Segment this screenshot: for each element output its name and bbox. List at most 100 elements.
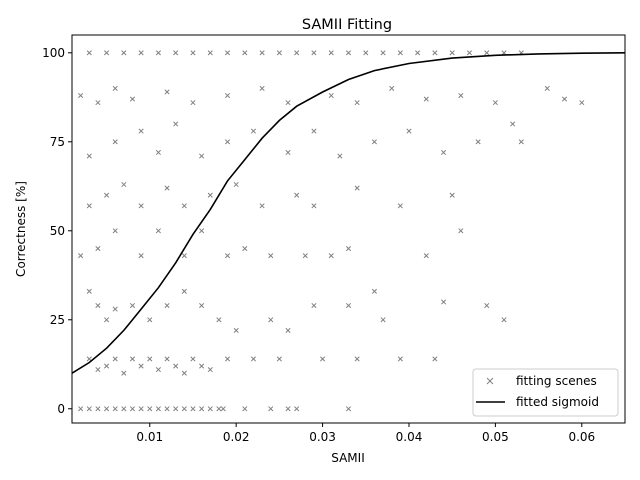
x-tick-label: 0.04: [396, 430, 423, 444]
scatter-point: [86, 288, 92, 294]
legend-frame: [472, 368, 619, 417]
scatter-point: [363, 50, 369, 56]
scatter-point: [328, 253, 334, 259]
scatter-point: [112, 85, 118, 91]
scatter-point: [259, 50, 265, 56]
scatter-point: [311, 302, 317, 309]
scatter-point: [224, 356, 231, 362]
y-tick-label: 0: [57, 402, 65, 416]
plot-area: [72, 35, 625, 423]
y-tick-label: 50: [50, 224, 65, 238]
scatter-point: [173, 406, 179, 412]
scatter-point: [199, 153, 205, 159]
scatter-point: [129, 356, 136, 362]
scatter-point: [199, 406, 205, 412]
scatter-point: [354, 185, 360, 191]
scatter-point: [95, 367, 101, 373]
scatter-point: [155, 406, 161, 412]
scatter-point: [138, 128, 144, 134]
scatter-point: [224, 92, 231, 99]
scatter-point: [147, 406, 153, 412]
scatter-point: [164, 406, 170, 412]
scatter-point: [397, 356, 403, 362]
scatter-point: [164, 356, 170, 362]
scatter-point: [423, 96, 429, 102]
x-tick-label: 0.06: [568, 430, 595, 444]
scatter-point: [207, 192, 213, 198]
y-tick-label: 100: [42, 46, 65, 60]
scatter-point: [199, 302, 205, 309]
scatter-point: [345, 50, 352, 56]
scatter-point: [112, 139, 118, 145]
scatter-point: [311, 50, 317, 56]
scatter-point: [259, 85, 265, 91]
y-axis: 0 25 50 75 100: [42, 46, 72, 416]
scatter-point: [285, 327, 291, 334]
scatter-layer: [78, 50, 585, 412]
scatter-point: [466, 50, 473, 56]
scatter-point: [294, 406, 300, 412]
scatter-point: [285, 149, 291, 156]
scatter-point: [155, 149, 161, 156]
scatter-point: [155, 367, 161, 373]
scatter-point: [302, 253, 308, 259]
scatter-point: [216, 317, 222, 323]
scatter-point: [86, 406, 92, 412]
scatter-point: [138, 203, 144, 209]
scatter-point: [397, 50, 403, 56]
scatter-point: [86, 153, 92, 159]
scatter-point: [138, 363, 144, 369]
scatter-point: [432, 50, 438, 56]
scatter-point: [510, 121, 516, 127]
scatter-point: [242, 406, 248, 412]
scatter-point: [345, 406, 352, 412]
scatter-point: [207, 367, 213, 373]
scatter-point: [345, 246, 352, 252]
chart-title: SAMII Fitting: [302, 17, 392, 33]
scatter-point: [354, 100, 360, 106]
scatter-point: [561, 96, 568, 102]
scatter-point: [121, 370, 127, 376]
scatter-point: [95, 302, 101, 309]
x-tick-label: 0.05: [482, 430, 509, 444]
scatter-point: [440, 149, 447, 156]
scatter-point: [190, 50, 196, 56]
scatter-point: [224, 139, 231, 145]
scatter-point: [449, 192, 455, 198]
scatter-point: [220, 406, 226, 412]
scatter-point: [354, 356, 360, 362]
scatter-point: [397, 203, 403, 209]
scatter-point: [268, 317, 274, 323]
scatter-point: [104, 317, 110, 323]
scatter-point: [78, 253, 84, 259]
scatter-point: [484, 50, 490, 56]
scatter-point: [501, 317, 507, 323]
scatter-point: [112, 406, 118, 412]
plot-frame: [71, 34, 626, 424]
scatter-point: [492, 100, 498, 106]
scatter-point: [181, 370, 187, 376]
scatter-point: [406, 128, 412, 134]
scatter-point: [320, 356, 326, 362]
scatter-point: [86, 203, 92, 209]
legend: fitting scenes fitted sigmoid: [472, 368, 619, 417]
scatter-point: [345, 302, 352, 309]
scatter-point: [294, 50, 300, 56]
scatter-point: [112, 306, 118, 312]
scatter-point: [233, 327, 239, 334]
scatter-point: [155, 50, 161, 56]
scatter-point: [95, 406, 101, 412]
scatter-point: [190, 356, 196, 362]
scatter-point: [121, 181, 127, 188]
scatter-point: [78, 406, 84, 412]
scatter-point: [458, 92, 464, 99]
scatter-point: [181, 288, 187, 294]
scatter-point: [129, 96, 136, 102]
scatter-point: [294, 192, 300, 198]
scatter-point: [104, 192, 110, 198]
scatter-point: [164, 185, 170, 191]
x-tick-label: 0.03: [309, 430, 336, 444]
scatter-point: [224, 253, 231, 259]
scatter-point: [147, 317, 153, 323]
scatter-point: [440, 299, 447, 305]
